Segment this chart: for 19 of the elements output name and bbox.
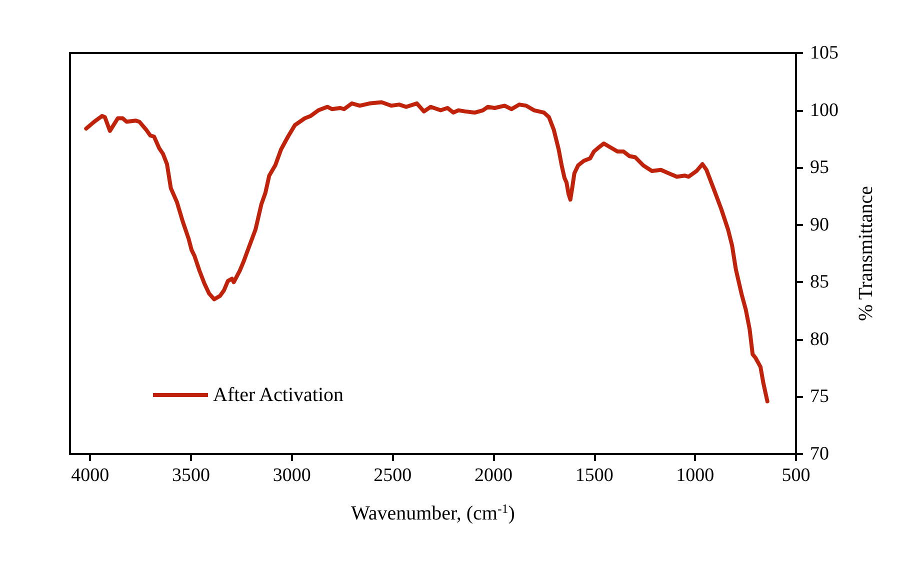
- y-axis-title: % Transmittance: [855, 186, 877, 321]
- x-tick-label: 4000: [71, 465, 110, 486]
- y-tick-label: 75: [810, 386, 829, 408]
- y-tick-label: 105: [810, 42, 838, 64]
- x-tick-label: 500: [782, 465, 810, 486]
- x-tick-label: 1000: [676, 465, 714, 486]
- x-tick-label: 2500: [374, 465, 412, 486]
- y-tick-label: 100: [810, 100, 838, 121]
- y-tick-label: 70: [810, 444, 829, 464]
- y-tick-label: 85: [810, 272, 829, 293]
- y-tick-label: 90: [810, 214, 829, 236]
- y-tick-label: 80: [810, 328, 829, 350]
- x-tick-label: 2000: [474, 465, 512, 486]
- y-tick-label: 95: [810, 157, 829, 178]
- line-series: [84, 100, 770, 404]
- x-tick-label: 1500: [575, 465, 614, 486]
- x-tick-label: 3000: [272, 465, 311, 486]
- x-tick-label: 3500: [172, 465, 210, 486]
- legend-label: After Activation: [213, 384, 344, 406]
